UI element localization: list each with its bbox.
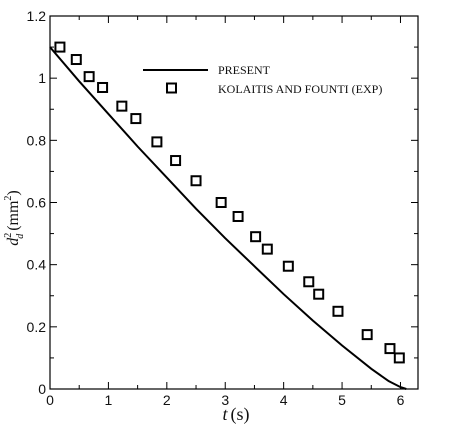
x-tick-label: 0 [46,392,54,408]
legend-label-present: PRESENT [218,63,271,77]
data-point-square [70,54,82,66]
data-point-square [170,155,182,167]
legend: PRESENT KOLAITIS AND FOUNTI (EXP) [143,63,382,96]
x-axis-unit: (s) [231,404,250,425]
series-markers-exp [54,41,405,364]
y-tick-label: 0.2 [27,319,47,335]
y-axis-unit-sup: 2 [3,196,14,201]
data-point-square [384,343,396,355]
legend-label-exp: KOLAITIS AND FOUNTI (EXP) [218,82,382,96]
data-point-square [332,305,344,317]
y-axis-unit-close: ) [5,190,22,195]
y-tick-label: 0.8 [27,132,47,148]
y-tick-label: 0.6 [27,195,47,211]
y-tick-label: 0.4 [27,257,47,273]
data-point-square [130,113,142,125]
x-axis-title: t (s) [222,404,249,425]
axis-titles: t (s)d2d(mm2) [3,190,250,425]
data-point-square [313,288,325,300]
data-point-square [261,243,273,255]
x-axis-var: t [222,404,228,424]
data-point-square [232,210,244,222]
y-axis-sup: 2 [3,233,14,238]
y-axis-unit: (mm [5,200,22,231]
series-line-present [49,46,407,390]
y-tick-label: 1 [38,70,46,86]
x-tick-label: 2 [163,392,171,408]
data-point-square [282,260,294,272]
y-axis-title: d2d(mm2) [3,190,26,246]
data-point-square [361,329,373,341]
x-tick-label: 1 [105,392,113,408]
data-point-square [393,352,405,364]
legend-square-sample [165,82,177,94]
x-tick-label: 6 [397,392,405,408]
y-tick-label: 1.2 [27,8,47,24]
y-axis-sub: d [15,233,26,239]
plot-area: 0 1 2 3 4 5 6 0 0.2 0.4 0.6 0.8 1 1.2 [27,8,419,408]
y-axis-title-text: d2d(mm2) [3,190,26,246]
data-point-square [151,136,163,148]
data-point-square [215,197,227,208]
data-point-square [250,231,262,243]
x-tick-label: 4 [280,392,288,408]
data-point-square [83,71,95,83]
x-tick-label: 5 [338,392,346,408]
y-axis-var: d [5,237,22,246]
data-point-square [190,175,202,187]
data-point-square [303,276,315,288]
y-tick-label: 0 [38,381,46,397]
data-point-square [97,81,109,93]
data-point-square [54,41,66,53]
data-point-square [116,100,128,112]
x-tick-label: 3 [221,392,229,408]
